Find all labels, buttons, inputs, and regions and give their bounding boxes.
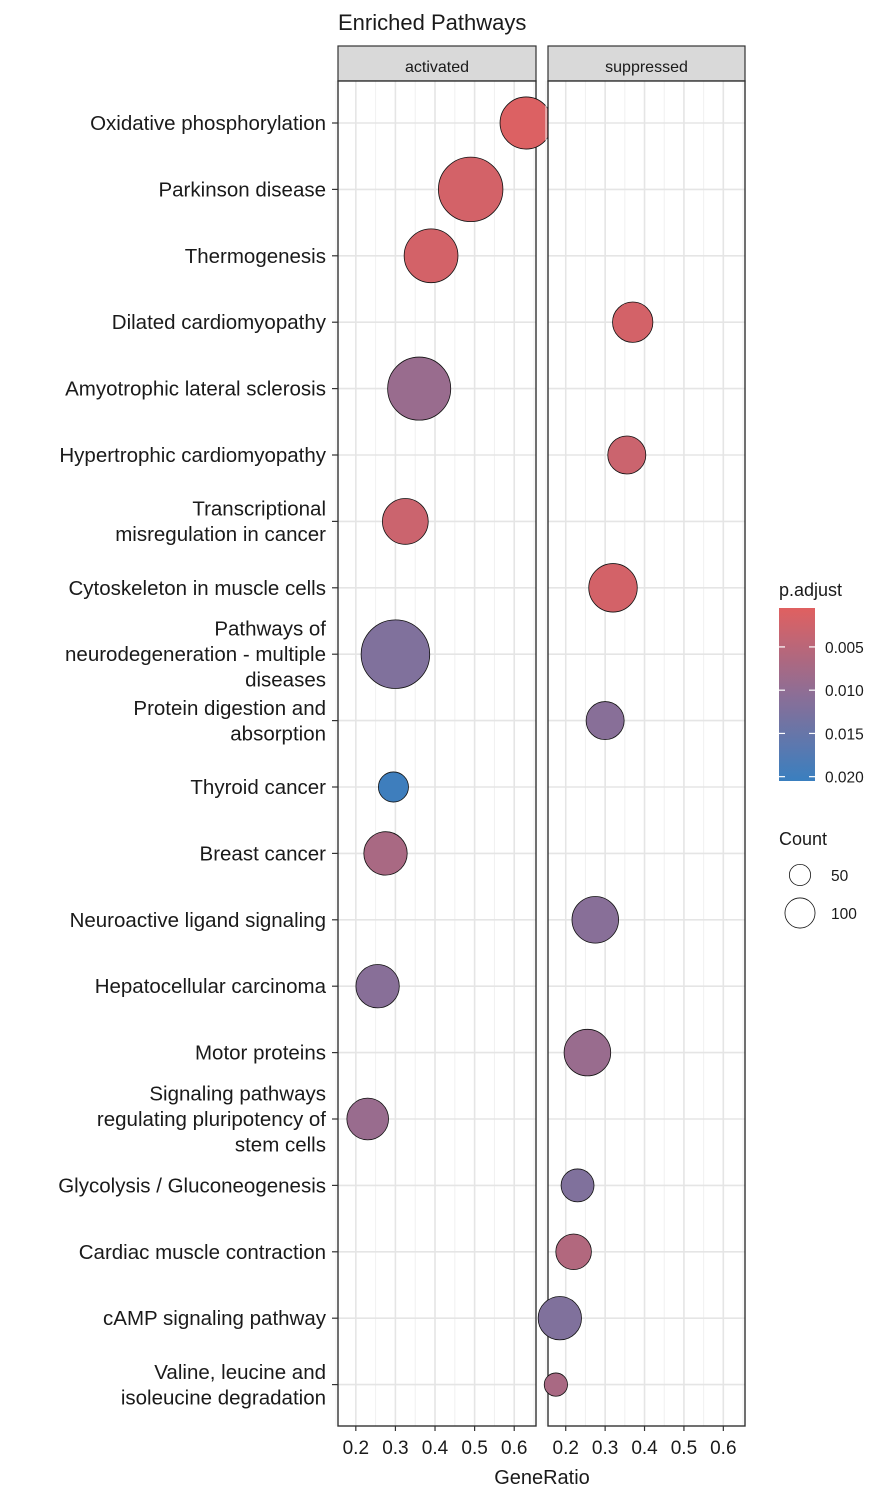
point-thyroid-cancer [377,771,409,803]
facet-strip-label: activated [405,59,469,76]
y-tick-label-camp-signaling-pathway: cAMP signaling pathway [103,1307,327,1330]
panel-border [547,80,746,1427]
y-tick-label-glycolysis-gluconeogenesis: Glycolysis / Gluconeogenesis [58,1174,326,1197]
point-cardiac-muscle-contraction [555,1233,592,1270]
point-dilated-cardiomyopathy [612,301,654,343]
point-breast-cancer [363,831,408,876]
point-glycolysis-gluconeogenesis [560,1168,595,1203]
x-tick-label: 0.6 [501,1438,527,1459]
x-tick-label: 0.3 [382,1438,408,1459]
points-activated [346,96,553,1141]
y-tick-label-valine-leucine-and-isoleucine-degradation: Valine, leucine and isoleucine degradatio… [121,1361,326,1410]
point-oxidative-phosphorylation [499,96,553,150]
point-protein-digestion-and-absorption [585,701,625,741]
y-tick-label-parkinson-disease: Parkinson disease [158,178,326,201]
colorbar-label: 0.020 [825,770,864,787]
y-tick-label-pathways-of-neurodegeneration-multiple-diseases: Pathways of neurodegeneration - multiple d… [65,618,326,692]
y-tick-label-hepatocellular-carcinoma: Hepatocellular carcinoma [95,975,327,998]
y-tick-label-dilated-cardiomyopathy: Dilated cardiomyopathy [112,311,327,334]
x-tick-label: 0.4 [422,1438,449,1459]
facet-panel-activated: activated 0.2 0.3 0.4 0.5 0.6 [335,45,553,1459]
point-signaling-pathways-regulating-pluripotency-of-stem-cells [346,1097,389,1141]
y-tick-label-thyroid-cancer: Thyroid cancer [190,776,326,799]
count-legend-key [788,863,812,887]
count-legend-title: Count [779,829,827,849]
count-legend: Count 50 100 [779,829,857,929]
chart-title: Enriched Pathways [338,10,526,35]
point-camp-signaling-pathway [537,1296,582,1341]
facet-panel-suppressed: suppressed 0.2 0.3 0.4 0.5 0.6 [537,45,746,1459]
x-tick-label: 0.3 [592,1438,618,1459]
count-legend-label: 50 [831,868,849,885]
point-amyotrophic-lateral-sclerosis [387,356,452,421]
point-cytoskeleton-in-muscle-cells [588,563,638,613]
facet-strip [547,45,746,82]
y-tick-label-breast-cancer: Breast cancer [200,842,327,865]
point-pathways-of-neurodegeneration-multiple-diseases [360,619,431,689]
colorbar-label: 0.015 [825,726,864,743]
facet-panels: activated 0.2 0.3 0.4 0.5 0.6 suppressed 0.2 0.3… [335,45,746,1459]
y-tick-label-cytoskeleton-in-muscle-cells: Cytoskeleton in muscle cells [69,577,327,600]
x-tick-label: 0.2 [343,1438,369,1459]
y-tick-label-protein-digestion-and-absorption: Protein digestion and absorption [133,697,326,746]
x-tick-label: 0.5 [671,1438,697,1459]
y-tick-label-cardiac-muscle-contraction: Cardiac muscle contraction [79,1241,326,1264]
y-tick-label-transcriptional-misregulation-in-cancer: Transcriptional misregulation in cancer [115,498,326,547]
count-legend-label: 100 [831,906,857,923]
point-parkinson-disease [438,156,504,223]
p-adjust-legend-title: p.adjust [779,580,842,600]
y-tick-label-signaling-pathways-regulating-pluripotency-of-stem-cells: Signaling pathways regulating pluripotenc… [97,1083,326,1157]
y-axis: Oxidative phosphorylation Parkinson disea… [58,112,338,1409]
x-tick-label: 0.6 [710,1438,736,1459]
p-adjust-colorbar [779,608,815,781]
count-legend-key [784,897,816,929]
point-hepatocellular-carcinoma [355,964,400,1009]
y-tick-label-motor-proteins: Motor proteins [195,1042,326,1065]
colorbar-label: 0.010 [825,683,864,700]
point-neuroactive-ligand-signaling [571,896,619,944]
y-tick-label-hypertrophic-cardiomyopathy: Hypertrophic cardiomyopathy [59,444,326,467]
point-thermogenesis [403,228,459,284]
y-tick-label-neuroactive-ligand-signaling: Neuroactive ligand signaling [70,909,326,932]
y-tick-label-amyotrophic-lateral-sclerosis: Amyotrophic lateral sclerosis [65,378,326,401]
x-tick-label: 0.5 [461,1438,487,1459]
facet-strip [337,45,537,82]
x-tick-label: 0.4 [631,1438,658,1459]
facet-strip-label: suppressed [605,59,688,76]
point-transcriptional-misregulation-in-cancer [382,498,429,545]
p-adjust-legend: p.adjust 0.005 0.010 0.015 0.020 [779,580,864,787]
panel-background [338,81,536,1426]
point-hypertrophic-cardiomyopathy [607,435,647,475]
point-valine-leucine-and-isoleucine-degradation [543,1372,568,1397]
panel-background [548,81,745,1426]
y-tick-label-oxidative-phosphorylation: Oxidative phosphorylation [90,112,326,135]
colorbar-label: 0.005 [825,640,864,657]
point-motor-proteins [563,1028,612,1077]
y-tick-label-thermogenesis: Thermogenesis [185,245,326,268]
x-axis-title: GeneRatio [494,1467,590,1489]
x-tick-label: 0.2 [553,1438,579,1459]
panel-border [337,80,537,1427]
points-suppressed [537,301,654,1397]
